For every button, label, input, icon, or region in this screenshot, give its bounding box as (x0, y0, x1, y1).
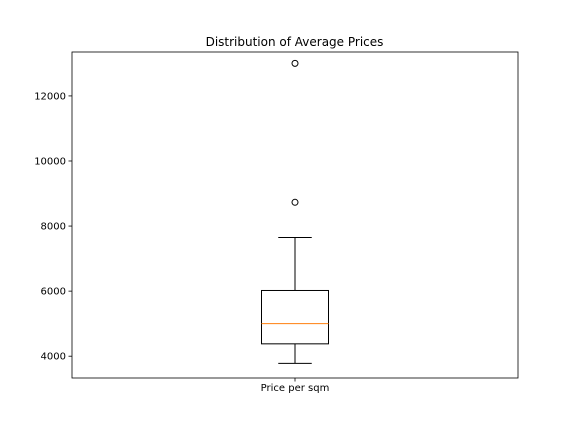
plot-area: 4000 6000 8000 10000 12000 Price per sqm (34, 59, 330, 394)
iqr-box (261, 289, 329, 345)
outlier-point (291, 198, 299, 206)
x-tick-label: Price per sqm (261, 383, 330, 394)
y-tick-label: 12000 (34, 91, 66, 102)
y-tick-label: 4000 (41, 352, 66, 363)
y-tick-label: 6000 (41, 287, 66, 298)
axes-frame (71, 51, 519, 379)
y-tick-label: 10000 (34, 156, 66, 167)
outlier-point (291, 59, 299, 67)
y-tick-label: 8000 (41, 222, 66, 233)
chart-title: Distribution of Average Prices (206, 35, 384, 49)
